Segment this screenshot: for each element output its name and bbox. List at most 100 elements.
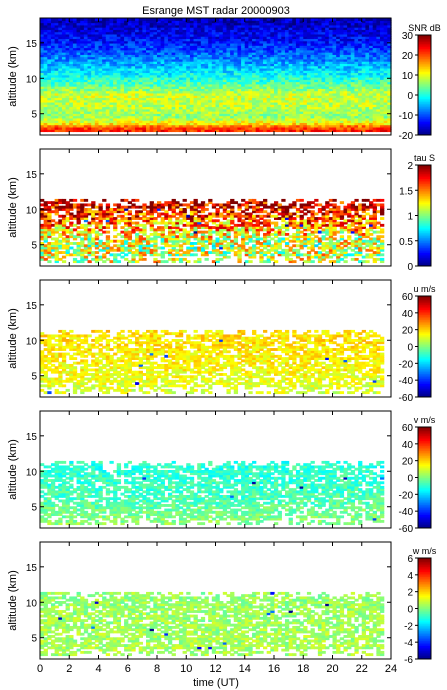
heatmap-cell xyxy=(215,129,220,133)
heatmap-cell xyxy=(54,31,59,35)
heatmap-cell xyxy=(200,70,206,74)
heatmap-cell xyxy=(226,20,231,24)
heatmap-cell xyxy=(175,113,180,117)
heatmap-cell xyxy=(54,124,59,128)
heatmap-cell xyxy=(193,27,198,30)
heatmap-cell xyxy=(120,67,125,71)
heatmap-cell xyxy=(211,58,217,62)
heatmap-cell xyxy=(40,67,45,71)
heatmap-cell xyxy=(149,117,154,121)
heatmap-cell xyxy=(226,81,231,85)
heatmap-cell xyxy=(153,24,158,28)
heatmap-cell xyxy=(116,29,122,33)
heatmap-cell xyxy=(230,72,235,76)
heatmap-cell xyxy=(146,67,151,71)
heatmap-cell xyxy=(127,42,133,46)
heatmap-cell xyxy=(186,81,191,85)
heatmap-cell xyxy=(61,22,67,26)
heatmap-cell xyxy=(87,56,92,60)
heatmap-cell xyxy=(208,113,213,117)
heatmap-cell xyxy=(244,104,250,108)
heatmap-cell xyxy=(193,124,198,128)
heatmap-cell xyxy=(72,72,78,76)
heatmap-cell xyxy=(208,49,213,53)
heatmap-cell xyxy=(47,101,52,105)
heatmap-cell xyxy=(76,97,81,101)
heatmap-cell xyxy=(167,104,173,108)
heatmap-cell xyxy=(160,81,165,85)
heatmap-cell xyxy=(149,54,154,58)
heatmap-cell xyxy=(167,36,173,40)
heatmap-cell xyxy=(94,27,100,30)
heatmap-cell xyxy=(230,40,235,44)
heatmap-cell xyxy=(109,124,114,128)
heatmap-cell xyxy=(175,124,180,128)
heatmap-cell xyxy=(160,86,165,89)
heatmap-cell xyxy=(146,24,151,28)
heatmap-cell xyxy=(98,52,103,55)
heatmap-cell xyxy=(197,117,202,121)
heatmap-cell xyxy=(241,29,246,33)
heatmap-cell xyxy=(116,92,122,96)
heatmap-cell xyxy=(61,63,67,67)
heatmap-cell xyxy=(80,24,85,28)
heatmap-cell xyxy=(54,52,59,55)
heatmap-cell xyxy=(211,72,217,76)
heatmap-cell xyxy=(244,56,250,60)
heatmap-cell xyxy=(76,99,81,103)
heatmap-cell xyxy=(127,33,133,37)
heatmap-cell xyxy=(61,27,67,30)
heatmap-cell xyxy=(87,88,92,92)
heatmap-cell xyxy=(153,20,158,24)
heatmap-cell xyxy=(230,97,235,101)
heatmap-cell xyxy=(69,115,74,119)
heatmap-cell xyxy=(94,61,100,64)
heatmap-cell xyxy=(91,95,96,99)
heatmap-cell xyxy=(171,36,176,40)
heatmap-cell xyxy=(219,97,224,101)
heatmap-cell xyxy=(153,29,158,33)
heatmap-cell xyxy=(237,20,242,24)
heatmap-cell xyxy=(178,58,184,62)
heatmap-cell xyxy=(105,86,111,89)
heatmap-cell xyxy=(116,56,122,60)
heatmap-cell xyxy=(182,113,187,117)
heatmap-cell xyxy=(87,20,92,24)
heatmap-cell xyxy=(83,113,89,117)
heatmap-cell xyxy=(120,54,125,58)
heatmap-cell xyxy=(149,122,154,126)
heatmap-cell xyxy=(54,99,59,103)
heatmap-cell xyxy=(178,124,184,128)
heatmap-cell xyxy=(178,33,184,37)
heatmap-cell xyxy=(116,108,122,112)
heatmap-cell xyxy=(208,24,213,28)
heatmap-cell xyxy=(116,22,122,26)
heatmap-cell xyxy=(149,33,154,37)
heatmap-cell xyxy=(91,47,96,51)
heatmap-cell xyxy=(91,24,96,28)
heatmap-cell xyxy=(200,38,206,42)
heatmap-cell xyxy=(113,24,118,28)
heatmap-cell xyxy=(197,31,202,35)
heatmap-cell xyxy=(120,52,125,55)
heatmap-cell xyxy=(204,120,209,123)
heatmap-cell xyxy=(50,72,56,76)
heatmap-cell xyxy=(226,36,231,40)
heatmap-cell xyxy=(131,24,136,28)
heatmap-cell xyxy=(142,22,147,26)
heatmap-cell xyxy=(171,29,176,33)
heatmap-cell xyxy=(47,22,52,26)
heatmap-cell xyxy=(167,29,173,33)
heatmap-cell xyxy=(61,81,67,85)
heatmap-cell xyxy=(80,81,85,85)
heatmap-cell xyxy=(83,29,89,33)
heatmap-cell xyxy=(91,36,96,40)
heatmap-cell xyxy=(58,20,63,24)
heatmap-cell xyxy=(146,95,151,99)
heatmap-cell xyxy=(175,74,180,78)
heatmap-cell xyxy=(222,70,228,74)
heatmap-cell xyxy=(208,106,213,110)
heatmap-cell xyxy=(211,101,217,105)
heatmap-cell xyxy=(189,117,195,121)
heatmap-cell xyxy=(58,79,63,83)
